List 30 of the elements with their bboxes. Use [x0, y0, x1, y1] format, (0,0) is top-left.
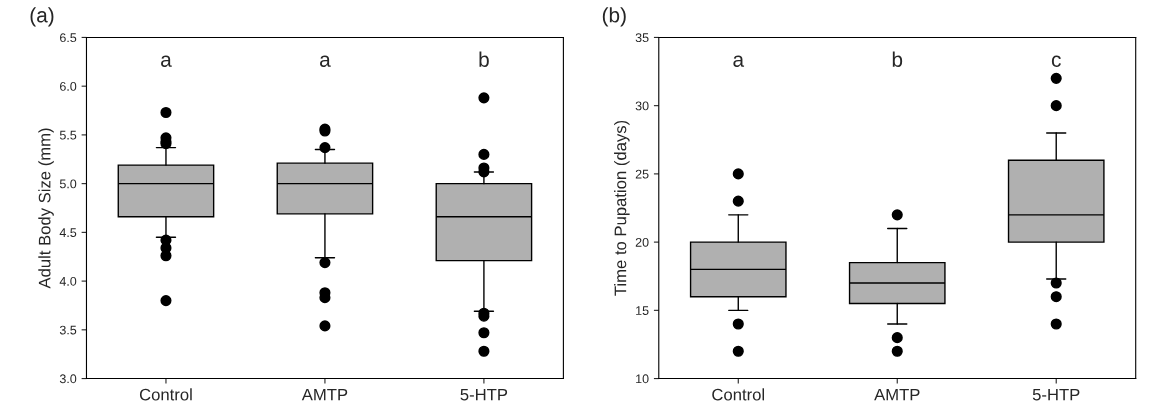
y-tick-label: 10 [636, 374, 649, 384]
annotation: a [733, 55, 745, 67]
annotation: a [320, 55, 331, 67]
chart-title: (b) [602, 7, 626, 27]
y-tick-label: 5.0 [59, 179, 77, 189]
x-tick-label: 5-HTP [1032, 388, 1080, 401]
y-tick-label: 5.5 [59, 130, 77, 140]
y-tick-label: 20 [635, 237, 649, 247]
annotation: a [161, 55, 172, 67]
annotation: b [892, 51, 903, 67]
y-tick-label: 6.0 [60, 81, 77, 91]
x-tick-label: AMTP [874, 388, 920, 401]
y-tick-label: 25 [635, 169, 649, 179]
annotation: c [1051, 55, 1061, 67]
x-tick-label: Control [139, 388, 192, 401]
y-tick-label: 6.5 [60, 33, 77, 43]
x-tick-label: 5-HTP [460, 388, 508, 401]
y-tick-label: 3.5 [59, 325, 77, 335]
y-axis-title: Adult Body Size (mm) [38, 128, 54, 289]
annotation: b [479, 51, 489, 67]
x-tick-label: AMTP [301, 388, 348, 401]
chart-title: (a) [30, 7, 54, 27]
y-tick-label: 3.0 [59, 374, 77, 384]
y-tick-label: 15 [636, 306, 649, 315]
y-axis-title: Time to Pupation (days) [614, 120, 630, 296]
y-tick-label: 4.0 [59, 276, 77, 286]
x-tick-label: Control [712, 388, 765, 401]
y-tick-label: 30 [635, 101, 649, 111]
y-tick-label: 4.5 [59, 228, 77, 238]
y-tick-label: 35 [635, 33, 649, 43]
